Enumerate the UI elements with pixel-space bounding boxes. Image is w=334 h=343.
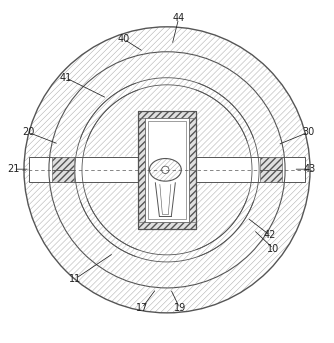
Bar — [29, 157, 305, 182]
Bar — [148, 121, 186, 219]
Text: 21: 21 — [7, 164, 19, 174]
Text: 19: 19 — [174, 303, 186, 313]
Ellipse shape — [149, 158, 181, 181]
Bar — [145, 118, 189, 222]
Text: 42: 42 — [264, 230, 276, 240]
Bar — [189, 111, 196, 229]
Text: 40: 40 — [118, 34, 130, 44]
Bar — [138, 111, 196, 118]
Bar — [138, 222, 196, 229]
Text: 17: 17 — [136, 303, 148, 313]
Bar — [52, 170, 74, 182]
Bar — [260, 170, 282, 182]
Bar — [52, 157, 74, 170]
Text: 41: 41 — [59, 73, 72, 83]
Text: 20: 20 — [22, 127, 34, 137]
Text: 11: 11 — [69, 274, 81, 284]
Text: 30: 30 — [302, 127, 315, 137]
Bar — [138, 111, 196, 229]
Bar — [29, 157, 305, 182]
Text: 44: 44 — [173, 13, 185, 24]
Circle shape — [49, 52, 285, 288]
Text: 10: 10 — [267, 244, 280, 254]
Text: 43: 43 — [304, 164, 316, 174]
Bar — [138, 111, 145, 229]
Bar — [260, 157, 282, 170]
Circle shape — [162, 166, 169, 174]
Circle shape — [24, 27, 310, 313]
Bar — [138, 111, 196, 229]
